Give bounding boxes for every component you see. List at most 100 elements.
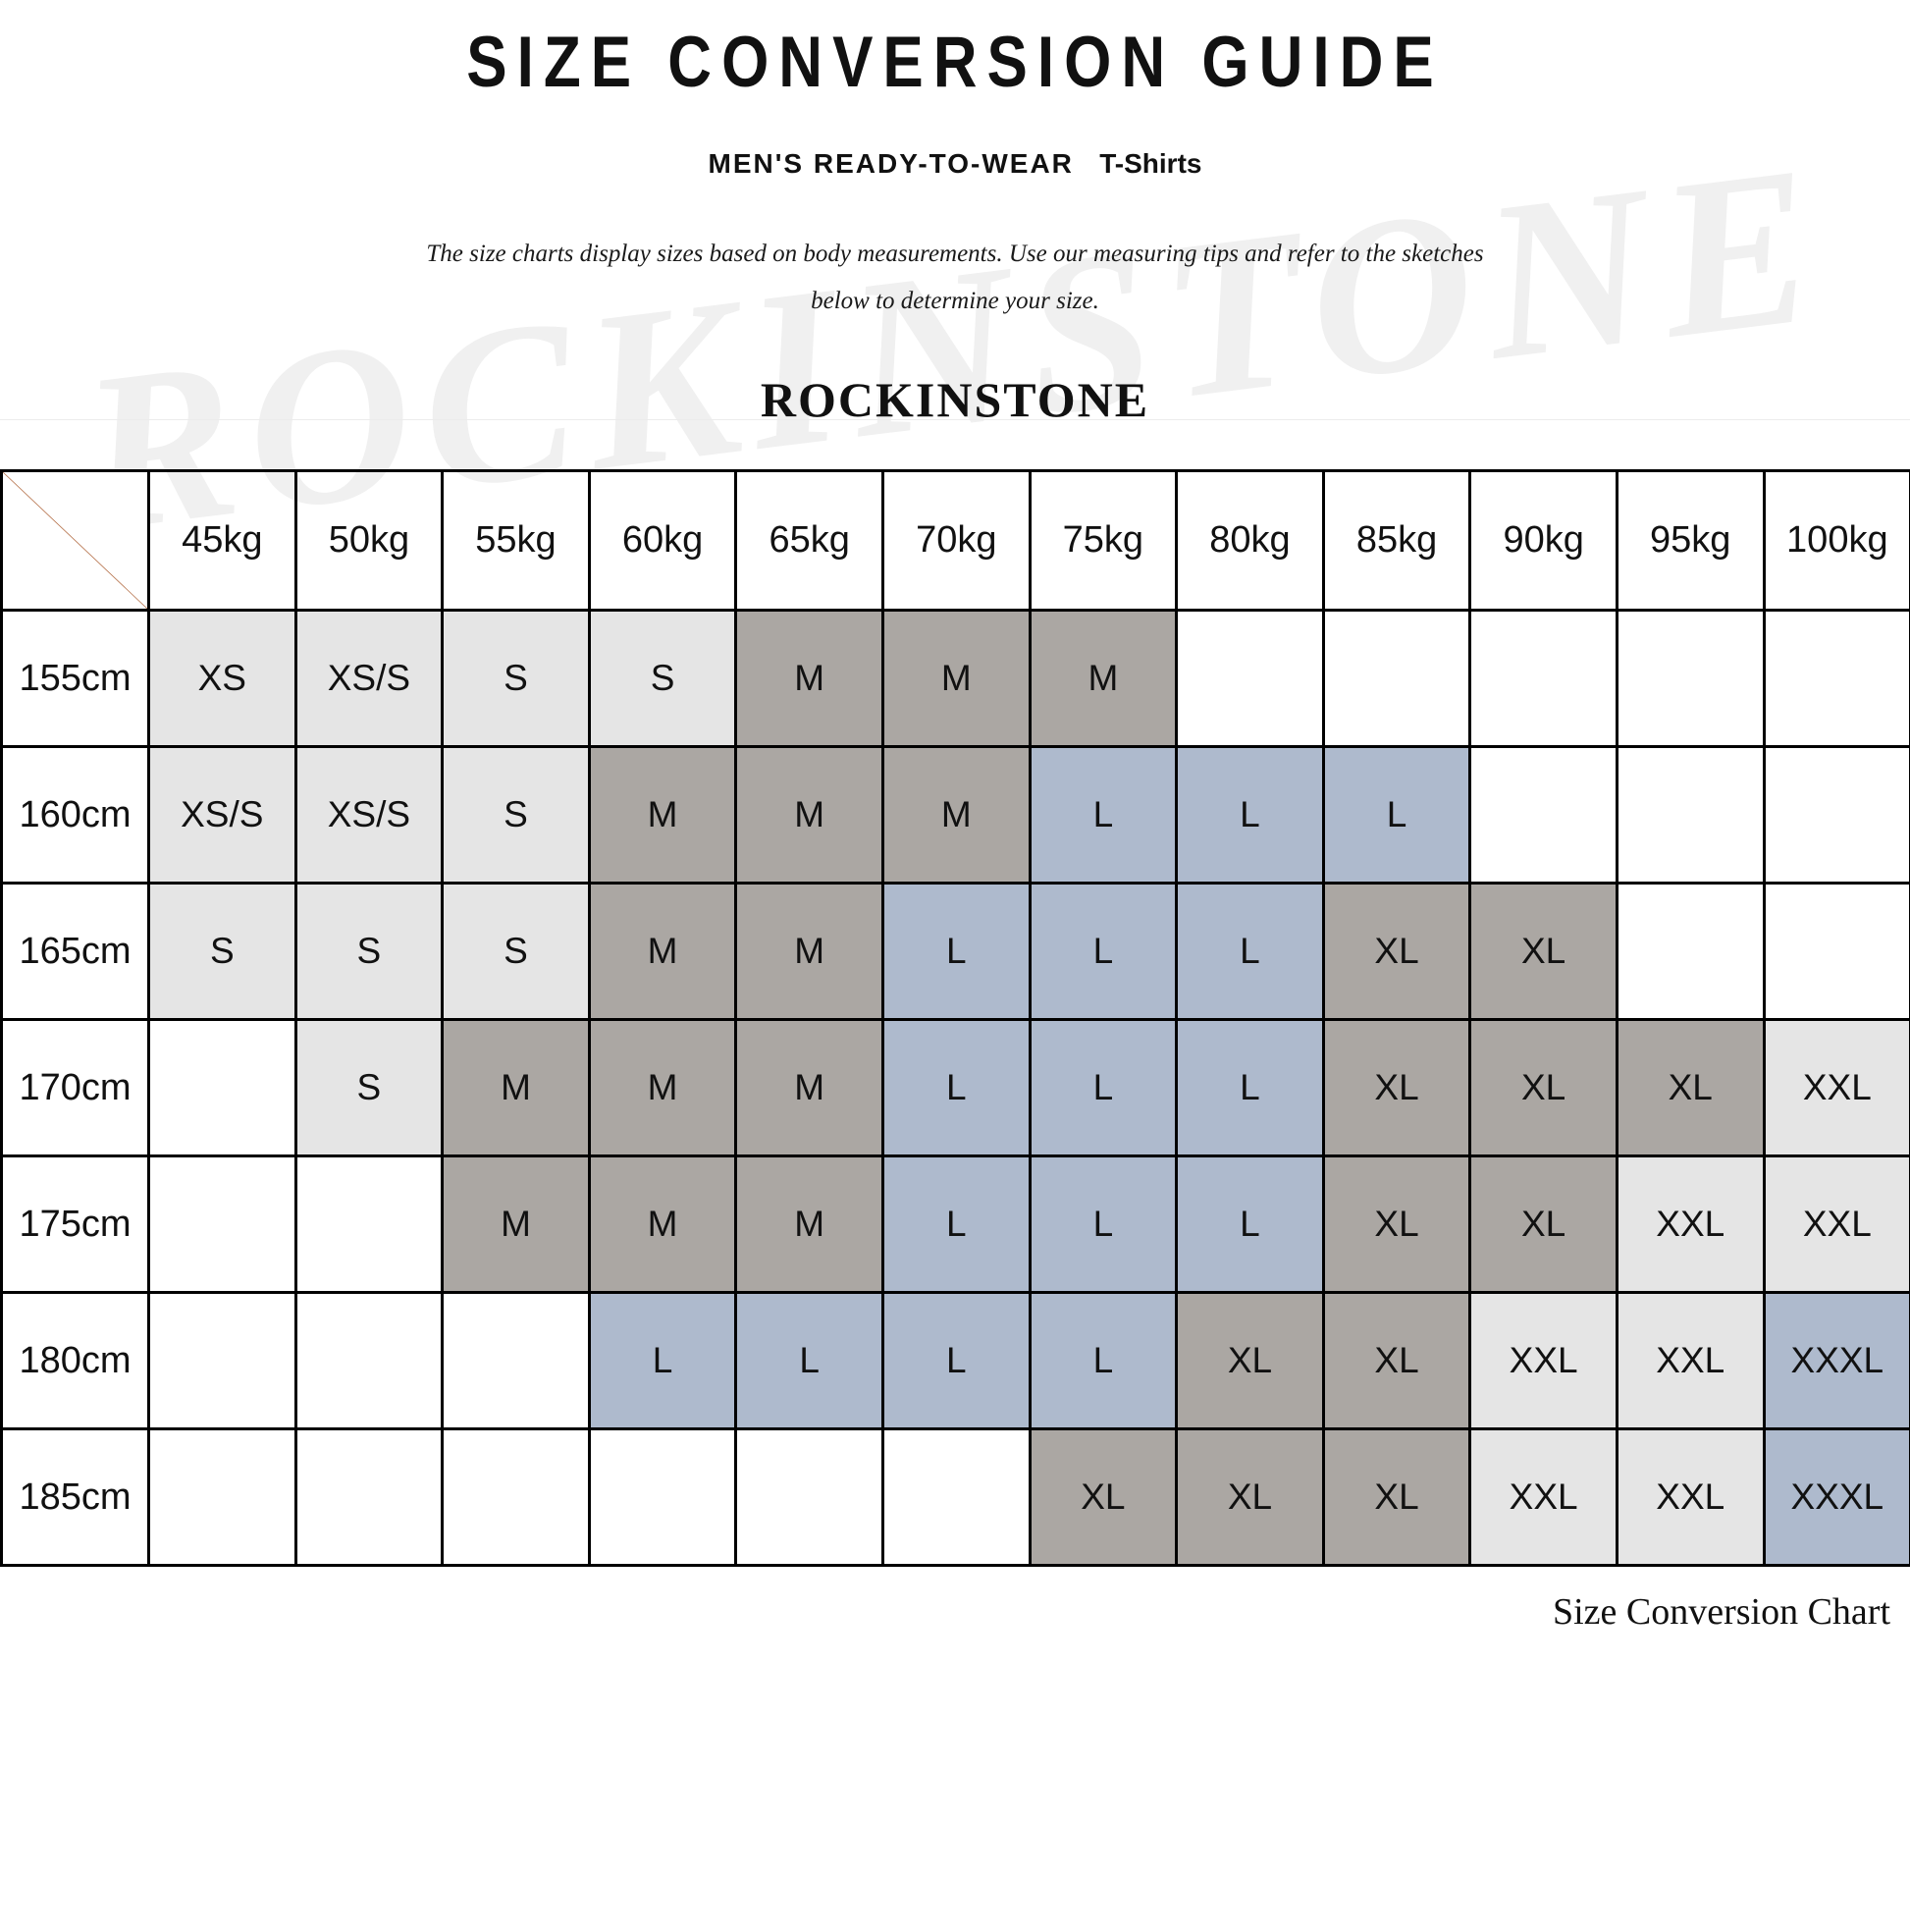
description-line-2: below to determine your size.	[415, 278, 1495, 325]
size-cell-empty	[736, 1429, 883, 1566]
size-cell-empty	[1764, 611, 1910, 747]
size-cell-empty	[149, 1293, 296, 1429]
description-line-1: The size charts display sizes based on b…	[415, 231, 1495, 278]
weight-column-header: 50kg	[295, 471, 443, 611]
size-cell: S	[443, 611, 590, 747]
subtitle: MEN'S READY-TO-WEAR T-Shirts	[0, 148, 1910, 180]
size-cell: M	[1030, 611, 1177, 747]
size-cell: M	[589, 1020, 736, 1156]
diagonal-divider-icon	[3, 472, 147, 609]
table-corner-cell	[2, 471, 149, 611]
size-cell-empty	[1764, 884, 1910, 1020]
size-cell: XXL	[1617, 1156, 1764, 1293]
size-cell: S	[295, 1020, 443, 1156]
size-cell: S	[589, 611, 736, 747]
size-cell: XL	[1177, 1293, 1324, 1429]
weight-column-header: 95kg	[1617, 471, 1764, 611]
size-cell: M	[882, 747, 1030, 884]
size-cell: M	[589, 1156, 736, 1293]
size-cell: L	[882, 884, 1030, 1020]
size-cell: M	[443, 1020, 590, 1156]
height-row-header: 155cm	[2, 611, 149, 747]
size-cell: XL	[1617, 1020, 1764, 1156]
size-cell: XXXL	[1764, 1293, 1910, 1429]
size-cell: S	[443, 747, 590, 884]
weight-column-header: 45kg	[149, 471, 296, 611]
size-cell: XXL	[1617, 1293, 1764, 1429]
weight-column-header: 60kg	[589, 471, 736, 611]
size-cell: L	[1030, 1156, 1177, 1293]
height-row-header: 185cm	[2, 1429, 149, 1566]
footer-caption: Size Conversion Chart	[0, 1590, 1910, 1634]
size-cell: M	[589, 884, 736, 1020]
size-cell-empty	[1323, 611, 1470, 747]
subtitle-category: MEN'S READY-TO-WEAR	[709, 148, 1074, 179]
size-cell: XL	[1470, 1020, 1618, 1156]
size-cell-empty	[149, 1156, 296, 1293]
height-row-header: 165cm	[2, 884, 149, 1020]
weight-column-header: 75kg	[1030, 471, 1177, 611]
size-cell: M	[736, 611, 883, 747]
size-cell: L	[1030, 884, 1177, 1020]
size-cell: L	[736, 1293, 883, 1429]
weight-column-header: 100kg	[1764, 471, 1910, 611]
size-cell: M	[736, 1020, 883, 1156]
size-cell: XXL	[1617, 1429, 1764, 1566]
size-cell: L	[882, 1020, 1030, 1156]
size-cell: L	[1030, 1020, 1177, 1156]
size-cell: L	[882, 1156, 1030, 1293]
height-row-header: 160cm	[2, 747, 149, 884]
size-cell: XL	[1030, 1429, 1177, 1566]
size-cell: XXL	[1470, 1293, 1618, 1429]
size-cell: M	[736, 884, 883, 1020]
size-cell: M	[589, 747, 736, 884]
size-cell: L	[1177, 747, 1324, 884]
size-cell-empty	[882, 1429, 1030, 1566]
size-cell-empty	[1177, 611, 1324, 747]
size-cell-empty	[443, 1293, 590, 1429]
weight-column-header: 55kg	[443, 471, 590, 611]
size-cell: S	[295, 884, 443, 1020]
subtitle-garment: T-Shirts	[1099, 148, 1201, 179]
size-cell: L	[589, 1293, 736, 1429]
height-row-header: 180cm	[2, 1293, 149, 1429]
size-cell: XL	[1323, 1429, 1470, 1566]
size-cell: XL	[1323, 1020, 1470, 1156]
page-title: SIZE CONVERSION GUIDE	[0, 22, 1910, 104]
size-cell: XL	[1323, 1293, 1470, 1429]
size-cell: XS/S	[149, 747, 296, 884]
description-text: The size charts display sizes based on b…	[415, 231, 1495, 324]
size-cell-empty	[295, 1293, 443, 1429]
size-cell-empty	[1617, 747, 1764, 884]
size-cell: M	[736, 1156, 883, 1293]
size-cell: XXL	[1764, 1156, 1910, 1293]
size-cell: XL	[1177, 1429, 1324, 1566]
size-cell: XL	[1323, 1156, 1470, 1293]
size-cell-empty	[443, 1429, 590, 1566]
size-cell: XL	[1323, 884, 1470, 1020]
size-cell: XXL	[1764, 1020, 1910, 1156]
size-cell-empty	[1470, 611, 1618, 747]
size-cell: L	[1030, 1293, 1177, 1429]
size-cell-empty	[295, 1429, 443, 1566]
size-cell: M	[882, 611, 1030, 747]
weight-column-header: 85kg	[1323, 471, 1470, 611]
size-cell-empty	[589, 1429, 736, 1566]
brand-name: ROCKINSTONE	[0, 371, 1910, 428]
weight-column-header: 70kg	[882, 471, 1030, 611]
size-cell: XS	[149, 611, 296, 747]
height-row-header: 175cm	[2, 1156, 149, 1293]
size-cell-empty	[1470, 747, 1618, 884]
size-cell: XS/S	[295, 747, 443, 884]
height-row-header: 170cm	[2, 1020, 149, 1156]
size-cell-empty	[149, 1429, 296, 1566]
